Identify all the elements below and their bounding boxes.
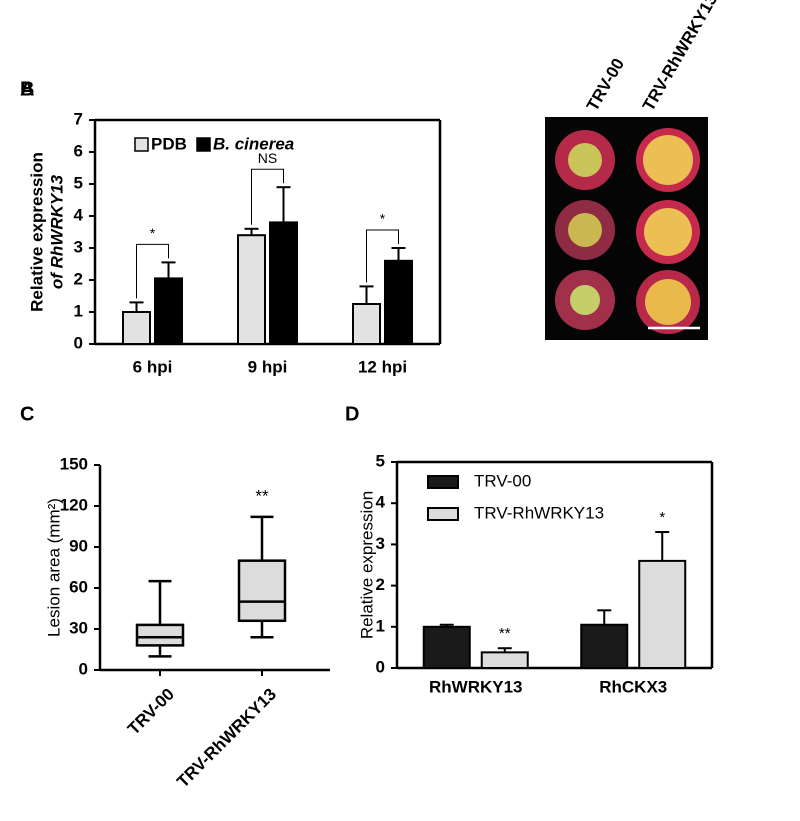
y-tick-label: 0 xyxy=(74,333,83,352)
y-tick-label: 0 xyxy=(79,659,88,678)
x-tick-label: RhCKX3 xyxy=(599,677,667,696)
panel-label: B xyxy=(20,78,34,100)
y-tick-label: 3 xyxy=(74,237,83,256)
box xyxy=(135,623,185,647)
panel-label: D xyxy=(345,403,359,425)
y-tick-label: 5 xyxy=(376,451,385,470)
significance: * xyxy=(380,211,386,227)
significance: * xyxy=(659,509,665,526)
y-axis-label: Lesion area (mm²) xyxy=(44,498,63,637)
y-axis-label: of RhWRKY13 xyxy=(47,174,66,289)
box xyxy=(237,559,287,623)
significance: * xyxy=(150,225,156,241)
y-tick-label: 5 xyxy=(74,173,83,192)
y-axis-label: Relative expression xyxy=(357,491,376,639)
significance: ** xyxy=(499,625,511,642)
y-tick-label: 60 xyxy=(69,577,88,596)
y-tick-label: 7 xyxy=(74,109,83,128)
legend-swatch xyxy=(427,475,459,489)
bar xyxy=(480,651,529,669)
bar xyxy=(269,221,298,345)
legend-label: TRV-00 xyxy=(474,471,531,490)
legend-swatch xyxy=(196,137,211,152)
y-tick-label: 4 xyxy=(376,493,386,512)
bracket xyxy=(366,229,399,283)
bracket xyxy=(136,243,169,299)
y-axis-label: Relative expression xyxy=(27,152,46,312)
y-tick-label: 1 xyxy=(376,616,385,635)
x-tick-label: 9 hpi xyxy=(248,357,288,376)
bar xyxy=(638,559,687,670)
bar xyxy=(237,234,266,345)
petals xyxy=(555,128,700,334)
y-tick-label: 150 xyxy=(60,454,88,473)
y-tick-label: 120 xyxy=(60,495,88,514)
y-tick-label: 1 xyxy=(74,301,83,320)
legend-label: B. cinerea xyxy=(213,134,294,153)
legend-swatch xyxy=(134,137,149,152)
bar xyxy=(352,303,381,345)
bar xyxy=(122,311,151,345)
photo xyxy=(545,117,708,340)
y-tick-label: 3 xyxy=(376,534,385,553)
legend-label: TRV-RhWRKY13 xyxy=(474,503,604,522)
significance: ** xyxy=(255,486,269,505)
bar xyxy=(154,277,183,345)
panel-label: A xyxy=(20,78,34,100)
panel-label: C xyxy=(20,403,34,425)
x-tick-label: 12 hpi xyxy=(358,357,407,376)
x-tick-label: TRV-00 xyxy=(124,685,178,739)
y-tick-label: 90 xyxy=(69,536,88,555)
significance: NS xyxy=(258,150,277,166)
legend-label: PDB xyxy=(151,134,187,153)
y-tick-label: 30 xyxy=(69,618,88,637)
y-tick-label: 6 xyxy=(74,141,83,160)
bar xyxy=(422,625,471,669)
y-tick-label: 2 xyxy=(376,575,385,594)
bar xyxy=(384,259,413,345)
bar xyxy=(580,623,629,669)
y-tick-label: 4 xyxy=(74,205,84,224)
legend-swatch xyxy=(427,507,459,521)
y-tick-label: 0 xyxy=(376,657,385,676)
bracket xyxy=(251,168,284,225)
photo-column: TRV-00 xyxy=(583,55,628,114)
x-tick-label: 6 hpi xyxy=(133,357,173,376)
photo-column: TRV-RhWRKY13 xyxy=(639,0,721,114)
x-tick-label: TRV-RhWRKY13 xyxy=(173,685,280,792)
y-tick-label: 2 xyxy=(74,269,83,288)
x-tick-label: RhWRKY13 xyxy=(429,677,523,696)
